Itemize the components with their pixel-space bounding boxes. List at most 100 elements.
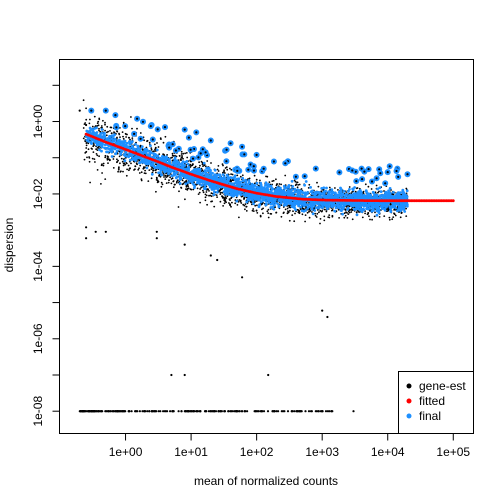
final-point [100,128,104,131]
gene-est-point [344,214,347,217]
final-point [283,191,287,195]
gene-est-point [219,200,222,203]
gene-est-point [96,169,99,171]
gene-est-point [358,211,361,213]
gene-est-point [305,206,307,208]
gene-est-point [163,174,165,176]
gene-est-point [129,167,131,170]
gene-est-point [217,170,220,172]
gene-est-point [325,210,328,213]
gene-est-point [255,209,258,212]
final-point [174,171,178,175]
final-point [306,191,310,194]
gene-est-point [85,144,88,147]
final-point [377,211,381,215]
gene-est-point [169,176,172,179]
final-point [95,143,99,147]
gene-est-point [175,181,178,184]
gene-est-point [323,208,326,211]
gene-est-point [229,199,231,202]
gene-est-point [308,183,311,186]
final-point [279,186,282,190]
final-point [403,202,407,206]
gene-est-point [201,163,204,166]
gene-est-point [172,186,175,189]
final-point [172,160,175,164]
gene-est-point [288,219,291,222]
final-point [178,173,182,177]
gene-est-point [388,216,391,219]
final-point [281,192,285,195]
gene-est-point [196,187,199,190]
gene-est-point [286,207,289,210]
gene-est-point [280,183,282,186]
final-point [375,193,379,197]
gene-est-point [200,160,203,163]
gene-est-point [346,217,349,219]
final-point [115,149,119,153]
final-point [98,148,101,152]
final-point [245,200,249,204]
gene-est-point [130,116,132,118]
final-point [334,191,337,195]
gene-est-point [122,170,124,173]
gene-est-point [92,151,95,154]
gene-est-point [136,127,138,130]
gene-est-point [304,220,306,223]
final-point [302,209,306,213]
final-point [343,195,347,199]
gene-est-point [94,161,96,163]
gene-est-point [155,190,157,193]
gene-est-point [119,171,122,173]
gene-est-point [83,123,86,125]
gene-est-point [166,154,169,156]
gene-est-point [198,191,201,194]
gene-est-point [184,152,187,155]
gene-est-point [126,133,128,136]
gene-est-point [275,211,278,214]
final-point [119,151,122,155]
gene-est-point [316,212,319,215]
gene-est-point [236,174,239,177]
gene-est-point [178,190,180,193]
gene-est-point [231,179,234,182]
gene-est-point [400,212,403,215]
final-point [103,143,107,147]
final-point [304,180,308,183]
gene-est-point [100,183,102,185]
final-point [293,187,297,191]
gene-est-point [355,211,358,214]
gene-est-point [109,130,111,132]
final-point [277,205,281,209]
gene-est-point [219,193,222,196]
gene-est-point [187,187,190,190]
gene-est-point [134,168,136,171]
final-point [303,192,307,196]
final-point [226,191,229,195]
final-point [140,158,144,161]
gene-est-point [364,212,366,215]
final-point [287,184,290,188]
final-point [392,191,395,194]
final-point [183,164,187,167]
gene-est-point [261,203,264,205]
gene-est-point [350,211,353,213]
gene-est-point [321,210,324,212]
final-point [271,197,275,201]
final-point [123,154,127,158]
final-point [403,194,407,197]
gene-est-point [204,193,207,196]
final-point [148,155,152,158]
final-point [255,181,259,185]
final-point [276,202,280,206]
final-point [184,161,187,164]
gene-est-point [393,213,396,216]
final-point [134,142,137,146]
gene-est-point [104,121,106,124]
gene-est-point [156,142,158,144]
final-point [247,179,251,182]
gene-est-point [122,162,125,165]
gene-est-point [165,176,168,179]
gene-est-point [300,188,303,190]
